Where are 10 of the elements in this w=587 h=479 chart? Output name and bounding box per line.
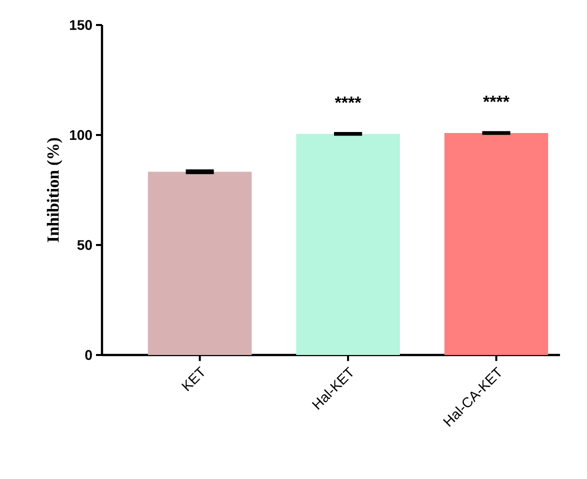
annotation: **** [334,96,362,104]
y-tick-label: 100 [70,130,92,140]
y-tick-label: 50 [77,240,92,250]
annotation: **** [483,96,510,102]
y-tick-label: 150 [70,20,92,30]
y-axis-title: Inhibition (%) [46,138,62,242]
y-tick-label: 0 [85,350,92,360]
bar [296,134,400,355]
bar [148,172,252,355]
bar [444,133,548,355]
